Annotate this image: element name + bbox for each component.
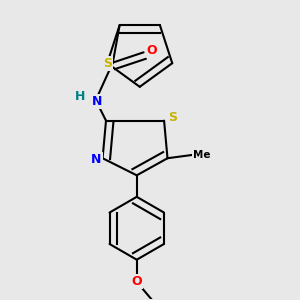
Text: N: N <box>91 153 102 167</box>
Text: Me: Me <box>193 150 210 160</box>
Text: O: O <box>147 44 158 57</box>
Text: H: H <box>75 90 85 103</box>
Text: N: N <box>92 95 103 108</box>
Text: S: S <box>168 111 177 124</box>
Text: S: S <box>103 57 112 70</box>
Text: O: O <box>131 275 142 288</box>
